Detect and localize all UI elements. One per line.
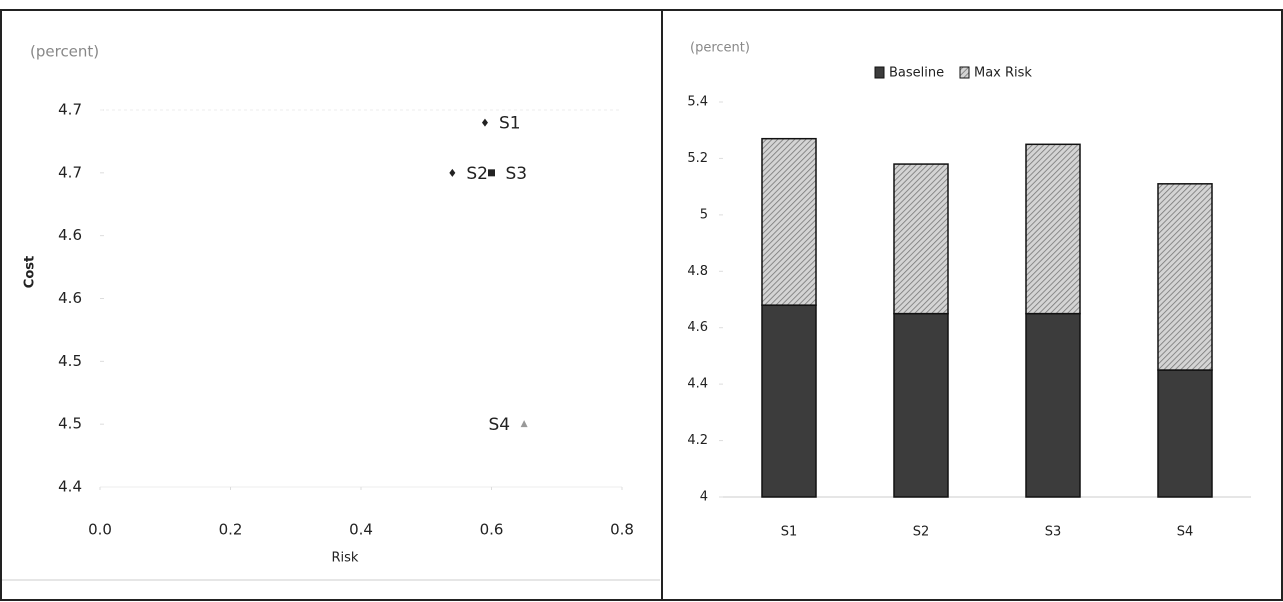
point-label: S4 bbox=[489, 415, 511, 435]
point-label: S2 bbox=[466, 164, 488, 184]
y-tick-label: 4.4 bbox=[687, 377, 708, 392]
legend-label: Max Risk bbox=[974, 66, 1032, 81]
x-tick-label: S1 bbox=[781, 525, 798, 540]
y-tick-label: 5.2 bbox=[687, 151, 708, 166]
legend-swatch bbox=[874, 66, 885, 79]
y-tick-label: 5.4 bbox=[687, 95, 708, 110]
marker bbox=[488, 169, 495, 177]
y-tick-label: 4.4 bbox=[58, 478, 82, 496]
y-tick-label: 4.5 bbox=[58, 352, 82, 370]
bar-segment bbox=[761, 137, 817, 306]
legend-label: Baseline bbox=[889, 66, 944, 81]
y-tick-label: 4.7 bbox=[58, 101, 82, 119]
y-tick-label: 4.6 bbox=[687, 320, 708, 335]
marker bbox=[481, 118, 488, 127]
point-label: S3 bbox=[506, 164, 528, 184]
bar-segment bbox=[761, 304, 817, 498]
bar-segment bbox=[1157, 369, 1213, 498]
y-tick-label: 4 bbox=[700, 490, 708, 505]
bar-segment bbox=[893, 163, 949, 315]
legend-swatch bbox=[959, 66, 970, 79]
subtitle: (percent) bbox=[690, 41, 750, 56]
bar-segment bbox=[1025, 312, 1081, 498]
subtitle: (percent) bbox=[30, 43, 99, 61]
x-tick-label: 0.0 bbox=[88, 521, 112, 539]
left-panel bbox=[0, 9, 663, 601]
x-axis-label: Risk bbox=[332, 551, 359, 566]
x-tick-label: 0.4 bbox=[349, 521, 373, 539]
x-tick-label: S3 bbox=[1045, 525, 1062, 540]
y-tick-label: 4.2 bbox=[687, 433, 708, 448]
y-axis-label: Cost bbox=[23, 256, 38, 288]
right-panel bbox=[661, 9, 1283, 601]
y-tick-label: 4.8 bbox=[687, 264, 708, 279]
bar-segment bbox=[893, 312, 949, 498]
bar-segment bbox=[1157, 183, 1213, 371]
y-tick-label: 4.5 bbox=[58, 415, 82, 433]
point-label: S1 bbox=[499, 114, 521, 134]
marker bbox=[449, 168, 456, 177]
y-tick-label: 5 bbox=[700, 207, 708, 222]
x-tick-label: 0.6 bbox=[480, 521, 504, 539]
y-tick-label: 4.6 bbox=[58, 289, 82, 307]
y-tick-label: 4.6 bbox=[58, 226, 82, 244]
x-tick-label: 0.8 bbox=[610, 521, 634, 539]
x-tick-label: S2 bbox=[913, 525, 930, 540]
y-tick-label: 4.7 bbox=[58, 163, 82, 181]
marker bbox=[520, 420, 528, 428]
bar-segment bbox=[1025, 143, 1081, 315]
x-tick-label: S4 bbox=[1177, 525, 1194, 540]
x-tick-label: 0.2 bbox=[219, 521, 243, 539]
